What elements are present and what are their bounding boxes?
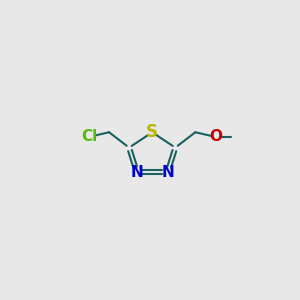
Text: O: O bbox=[209, 129, 222, 144]
Text: S: S bbox=[146, 123, 158, 141]
Text: Cl: Cl bbox=[81, 129, 97, 144]
Text: N: N bbox=[161, 165, 174, 180]
Text: N: N bbox=[130, 165, 143, 180]
